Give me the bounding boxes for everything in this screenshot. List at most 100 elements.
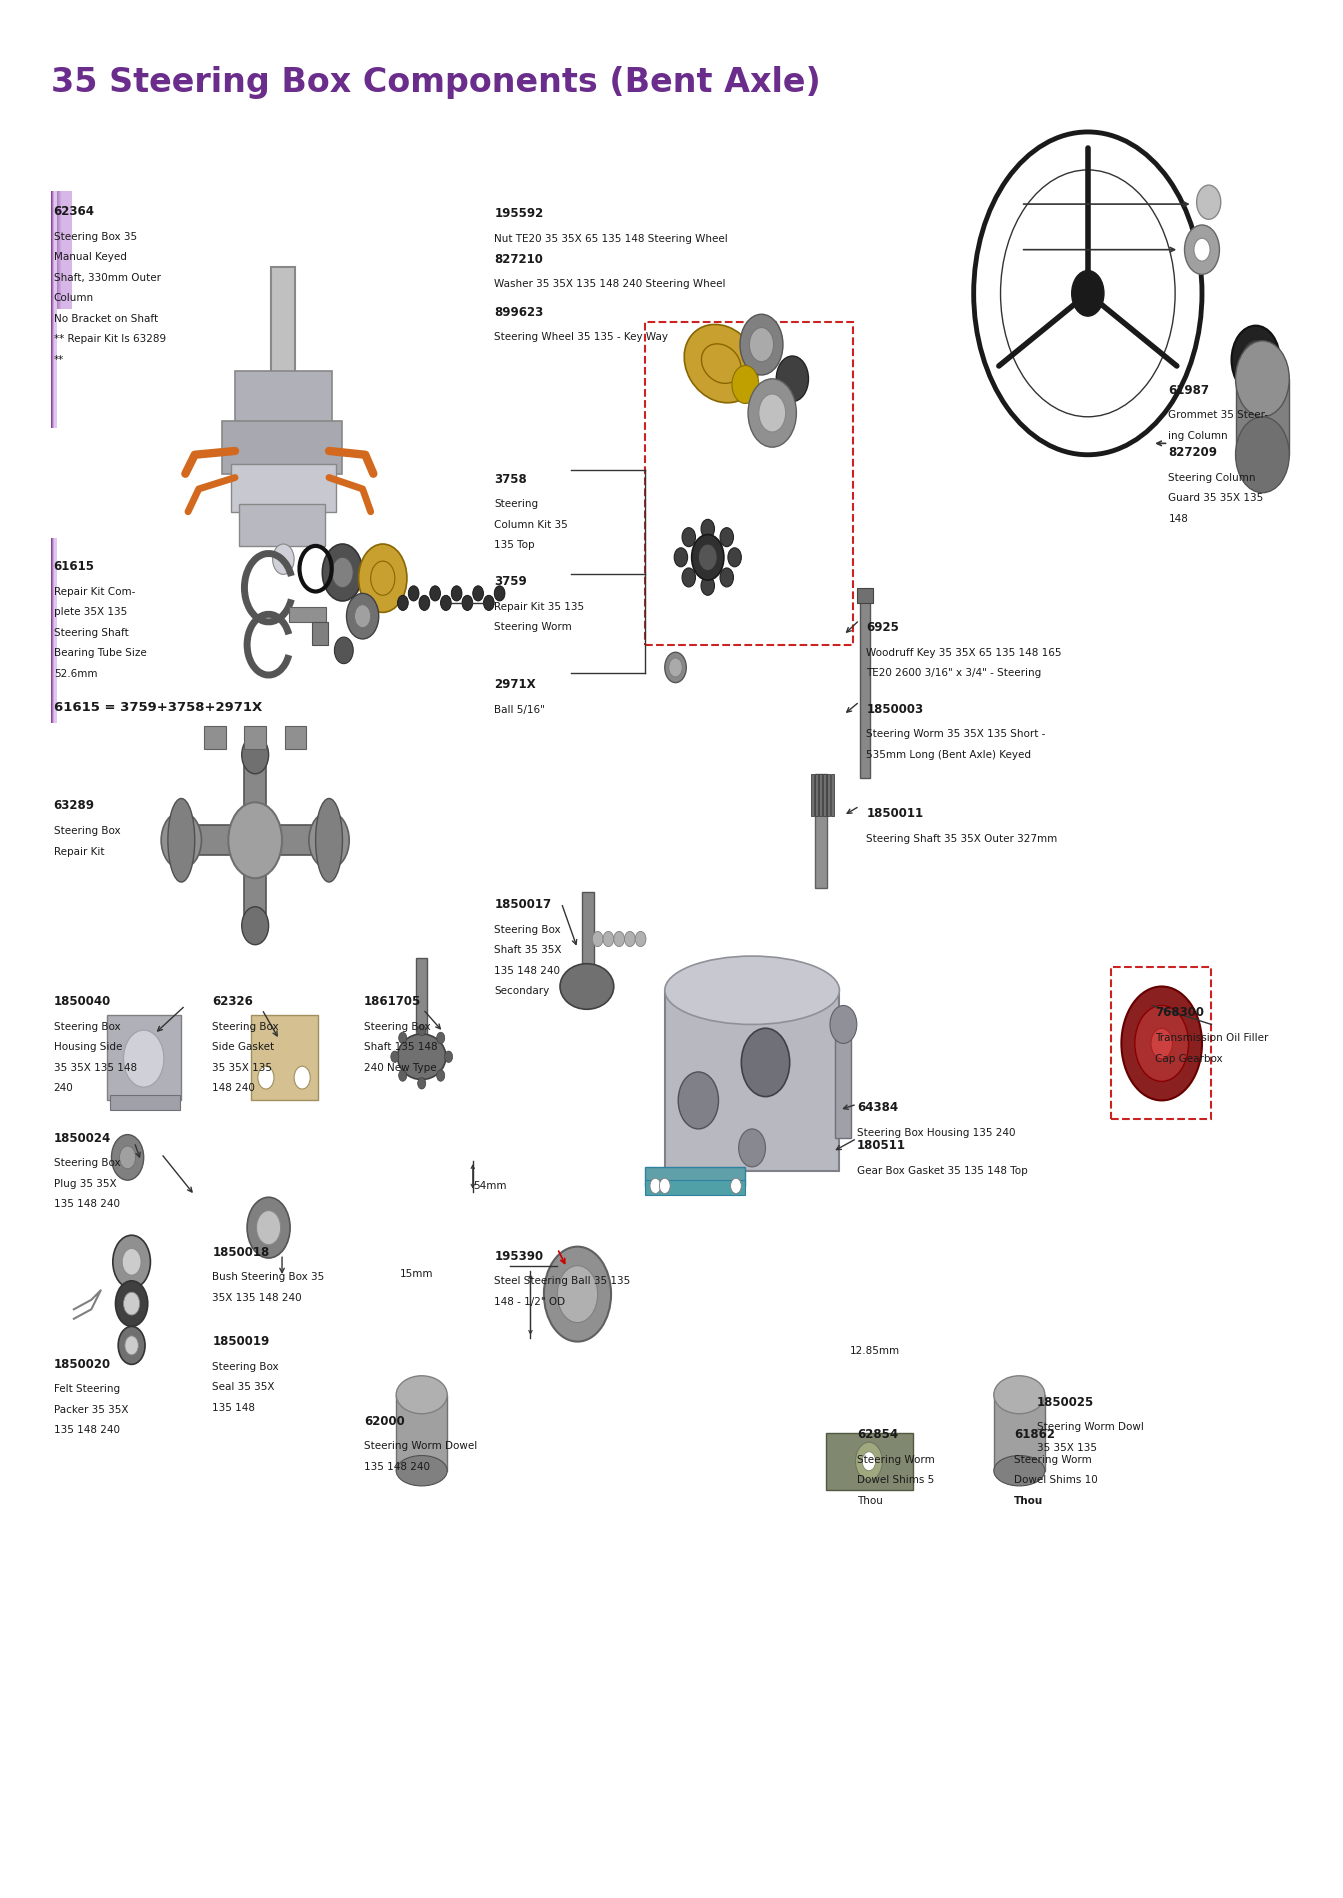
Circle shape xyxy=(309,812,349,869)
Bar xyxy=(52,539,55,723)
Bar xyxy=(52,192,56,429)
Circle shape xyxy=(592,932,603,947)
Bar xyxy=(51,539,55,723)
Bar xyxy=(54,192,56,429)
Text: 35 35X 135 148: 35 35X 135 148 xyxy=(54,1063,137,1072)
Bar xyxy=(181,826,329,856)
Bar xyxy=(54,192,56,429)
Text: 12.85mm: 12.85mm xyxy=(850,1346,900,1355)
Bar xyxy=(52,192,63,309)
Circle shape xyxy=(161,812,201,869)
Bar xyxy=(52,192,55,429)
Bar xyxy=(62,192,73,309)
Circle shape xyxy=(701,577,714,596)
Bar xyxy=(54,539,56,723)
Text: Steering Box Housing 135 240: Steering Box Housing 135 240 xyxy=(857,1127,1015,1137)
Bar xyxy=(52,192,56,429)
Bar xyxy=(56,192,67,309)
Bar xyxy=(55,192,66,309)
Text: Transmission Oil Filler: Transmission Oil Filler xyxy=(1155,1033,1268,1042)
Bar xyxy=(52,539,55,723)
Text: 61987: 61987 xyxy=(1168,383,1210,397)
Bar xyxy=(52,539,55,723)
Bar xyxy=(55,192,66,309)
Bar xyxy=(54,539,56,723)
Bar xyxy=(56,192,67,309)
Text: Woodruff Key 35 35X 65 135 148 165: Woodruff Key 35 35X 65 135 148 165 xyxy=(866,647,1062,657)
Circle shape xyxy=(720,528,733,547)
Bar xyxy=(251,1015,318,1101)
Bar xyxy=(54,192,64,309)
Text: 195592: 195592 xyxy=(494,207,544,220)
Circle shape xyxy=(669,659,682,678)
Circle shape xyxy=(731,1179,741,1194)
Text: 62364: 62364 xyxy=(54,205,95,218)
Circle shape xyxy=(1185,226,1219,275)
Bar xyxy=(52,192,56,429)
Text: 768300: 768300 xyxy=(1155,1006,1203,1019)
Circle shape xyxy=(603,932,614,947)
Circle shape xyxy=(399,1033,407,1044)
Bar xyxy=(52,192,55,429)
Bar xyxy=(51,192,62,309)
Bar xyxy=(52,192,56,429)
Bar xyxy=(54,192,58,429)
Bar xyxy=(52,192,63,309)
Bar xyxy=(51,539,55,723)
Bar xyxy=(51,192,55,429)
Circle shape xyxy=(650,1179,661,1194)
Bar xyxy=(54,539,56,723)
Circle shape xyxy=(759,395,786,433)
Bar xyxy=(52,539,56,723)
Text: 148 - 1/2" OD: 148 - 1/2" OD xyxy=(494,1296,565,1306)
Bar xyxy=(54,192,56,429)
Bar xyxy=(52,192,56,429)
Circle shape xyxy=(391,1051,399,1063)
Circle shape xyxy=(441,596,451,611)
Circle shape xyxy=(1072,271,1104,317)
Bar xyxy=(54,192,56,429)
Bar xyxy=(54,539,58,723)
Text: 135 148 240: 135 148 240 xyxy=(364,1461,430,1471)
Text: Steering Box: Steering Box xyxy=(54,1158,121,1167)
Circle shape xyxy=(418,1078,426,1089)
Circle shape xyxy=(1236,418,1289,493)
Text: 827209: 827209 xyxy=(1168,446,1217,459)
Bar xyxy=(54,192,64,309)
Bar xyxy=(52,192,56,429)
Bar xyxy=(52,192,55,429)
Bar xyxy=(52,539,55,723)
Bar xyxy=(222,421,342,474)
Bar xyxy=(52,192,56,429)
Bar xyxy=(52,539,56,723)
Bar xyxy=(52,192,56,429)
Bar xyxy=(51,192,55,429)
Text: 62326: 62326 xyxy=(212,995,252,1008)
Bar xyxy=(51,539,54,723)
Text: Steering Worm 35 35X 135 Short -: Steering Worm 35 35X 135 Short - xyxy=(866,729,1046,738)
Bar xyxy=(54,539,58,723)
Bar xyxy=(51,192,54,429)
Circle shape xyxy=(111,1135,144,1181)
Bar xyxy=(55,192,66,309)
Bar xyxy=(51,192,55,429)
Bar xyxy=(54,539,56,723)
Bar xyxy=(52,539,55,723)
Bar xyxy=(860,598,870,778)
Circle shape xyxy=(732,366,759,404)
Circle shape xyxy=(862,1452,876,1471)
Bar xyxy=(52,539,55,723)
Bar xyxy=(54,192,56,429)
Bar xyxy=(52,539,56,723)
Bar xyxy=(52,539,55,723)
Bar xyxy=(54,539,56,723)
Bar xyxy=(59,192,70,309)
Bar xyxy=(52,539,55,723)
Bar xyxy=(51,192,54,429)
Text: Steering Shaft: Steering Shaft xyxy=(54,628,129,638)
Text: 535mm Long (Bent Axle) Keyed: 535mm Long (Bent Axle) Keyed xyxy=(866,750,1031,759)
Text: Manual Keyed: Manual Keyed xyxy=(54,252,126,262)
Bar xyxy=(52,539,55,723)
Circle shape xyxy=(665,653,686,683)
Text: Steering Box: Steering Box xyxy=(364,1021,431,1031)
